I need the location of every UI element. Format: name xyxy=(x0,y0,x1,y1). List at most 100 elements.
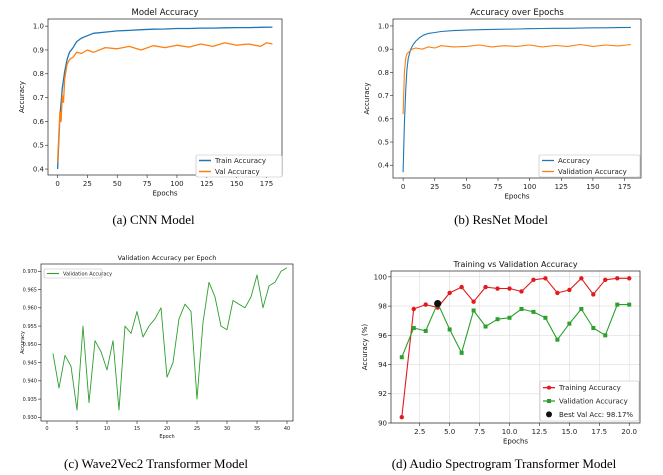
y-tick-label: 0.4 xyxy=(378,162,390,170)
legend-box xyxy=(539,380,640,422)
y-axis-label: Accuracy (%) xyxy=(361,324,369,371)
y-tick-label: 0.970 xyxy=(23,269,37,275)
plot-frame xyxy=(40,263,294,422)
data-point xyxy=(519,307,524,311)
cnn-chart-svg: 0 25 50 75 100 125 150 175 0.4 0.5 0.6 0.7 0.8 0.9 1.0… xyxy=(18,8,283,198)
caption-ast: (d) Audio Spectrogram Transformer Model xyxy=(391,456,617,471)
y-tick-label: 0.9 xyxy=(33,46,44,54)
x-tick-label: 0 xyxy=(45,426,48,432)
legend-box xyxy=(43,268,103,279)
x-tick-label: 5 xyxy=(75,426,78,432)
ast-accuracy-chart: 2.5 5.0 7.5 10.0 12.5 15.0 17.5 20.0 90 92 94 96 98 1… xyxy=(355,254,653,450)
x-tick-label: 50 xyxy=(462,183,471,191)
x-tick-label: 12.5 xyxy=(532,428,548,436)
y-tick-label: 0.8 xyxy=(378,69,389,77)
series-line-2 xyxy=(401,302,630,358)
data-point xyxy=(411,326,416,330)
chart-title: Validation Accuracy per Epoch xyxy=(118,254,217,262)
y-tick-label: 94 xyxy=(378,361,387,369)
data-point xyxy=(591,326,596,330)
series-line-1 xyxy=(52,267,288,411)
y-axis-label: Accuracy xyxy=(363,83,371,115)
data-point xyxy=(399,355,404,360)
data-point xyxy=(459,284,464,290)
data-point xyxy=(483,284,488,290)
y-tick-label: 0.935 xyxy=(23,397,37,403)
x-tick-label: 10.0 xyxy=(502,428,518,436)
caption-resnet: (b) ResNet Model xyxy=(454,212,548,227)
x-tick-label: 75 xyxy=(494,183,503,191)
legend-label: Train Accuracy xyxy=(214,157,266,165)
y-tick-label: 0.9 xyxy=(378,46,389,54)
data-point xyxy=(447,327,452,332)
chart-title: Model Accuracy xyxy=(131,8,198,18)
data-point xyxy=(543,315,548,320)
best-val-marker xyxy=(434,299,442,308)
x-tick-label: 40 xyxy=(284,426,290,432)
y-tick-label: 100 xyxy=(374,273,387,281)
y-tick-label: 0.5 xyxy=(378,138,389,146)
x-tick-label: 100 xyxy=(523,183,536,191)
x-tick-label: 15 xyxy=(134,426,140,432)
y-tick-label: 92 xyxy=(378,390,387,398)
x-tick-label: 2.5 xyxy=(414,428,425,436)
legend-label: Validation Accuracy xyxy=(63,271,112,277)
y-tick-label: 0.7 xyxy=(378,92,389,100)
data-point xyxy=(447,290,452,296)
x-tick-label: 50 xyxy=(113,180,122,188)
series-line-1 xyxy=(56,26,273,170)
caption-wave2vec2: (c) Wave2Vec2 Transformer Model xyxy=(64,456,248,471)
legend-marker xyxy=(547,385,551,390)
data-point xyxy=(555,290,560,296)
x-tick-label: 17.5 xyxy=(592,428,608,436)
caption-cnn: (a) CNN Model xyxy=(112,212,195,227)
legend-box xyxy=(538,154,641,178)
resnet-chart-svg: 0 25 50 75 100 125 150 175 0.4 0.5 0.6 0.7 0.8 0.9 1.0… xyxy=(363,8,642,201)
x-tick-label: 150 xyxy=(230,180,243,188)
data-point xyxy=(567,287,572,293)
data-point xyxy=(579,307,584,311)
ast-chart-svg: 2.5 5.0 7.5 10.0 12.5 15.0 17.5 20.0 90 92 94 96 98 1… xyxy=(361,260,641,446)
data-point xyxy=(459,350,464,355)
data-point xyxy=(411,306,416,312)
data-point xyxy=(627,302,632,307)
x-axis-label: Epoch xyxy=(159,434,174,440)
x-tick-label: 0 xyxy=(401,183,405,191)
data-point xyxy=(399,414,404,420)
data-point xyxy=(495,317,500,322)
x-tick-label: 150 xyxy=(586,183,599,191)
y-tick-label: 0.4 xyxy=(33,165,45,173)
y-tick-label: 0.965 xyxy=(23,287,37,293)
y-tick-label: 96 xyxy=(378,332,387,340)
data-point xyxy=(603,277,608,282)
legend-label: Training Accuracy xyxy=(558,384,621,392)
data-point xyxy=(555,337,560,342)
legend-label: Val Accuracy xyxy=(215,168,260,176)
y-tick-label: 90 xyxy=(378,419,387,427)
x-tick-label: 35 xyxy=(254,426,260,432)
y-axis-label: Accuracy xyxy=(18,81,26,113)
data-point xyxy=(483,324,488,329)
data-point xyxy=(507,286,512,291)
y-tick-label: 0.8 xyxy=(33,70,44,78)
series-line-2 xyxy=(56,42,273,162)
data-point xyxy=(543,276,548,281)
data-point xyxy=(423,302,428,307)
x-tick-label: 0 xyxy=(55,180,59,188)
x-tick-label: 7.5 xyxy=(474,428,485,436)
series-line-2 xyxy=(402,43,631,115)
y-tick-label: 0.7 xyxy=(33,94,44,102)
x-tick-label: 10 xyxy=(104,426,110,432)
chart-title: Accuracy over Epochs xyxy=(470,8,564,18)
data-point xyxy=(531,277,536,282)
cnn-accuracy-chart: 0 25 50 75 100 125 150 175 0.4 0.5 0.6 0.7 0.8 0.9 1.0… xyxy=(13,4,294,206)
x-axis-label: Epochs xyxy=(504,193,529,201)
y-axis-label: Accuracy xyxy=(20,331,26,354)
x-tick-label: 30 xyxy=(224,426,230,432)
x-tick-label: 75 xyxy=(143,180,152,188)
legend-marker xyxy=(547,399,551,403)
data-point xyxy=(519,289,524,294)
y-tick-label: 0.955 xyxy=(23,324,37,330)
data-point xyxy=(627,276,632,281)
x-tick-label: 25 xyxy=(194,426,200,432)
